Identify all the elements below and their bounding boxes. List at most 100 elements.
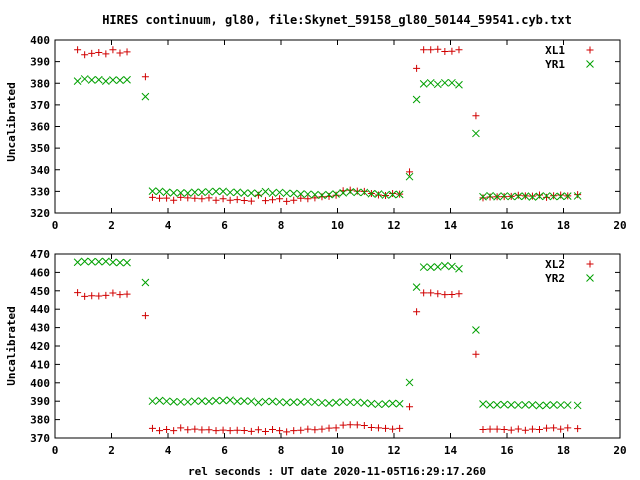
data-point [275,398,284,406]
data-point [528,425,536,433]
data-point [325,192,333,200]
data-point [318,191,326,200]
data-point [535,426,543,434]
data-point [332,424,340,432]
data-point [535,192,544,201]
data-point [191,425,199,433]
data-point [360,187,368,195]
data-point [226,427,234,435]
data-point [339,421,347,429]
data-point [190,188,199,197]
data-point [433,263,442,271]
data-point [557,191,565,199]
data-point [109,76,117,84]
data-point [102,291,110,299]
data-point [74,289,82,297]
data-point [396,424,404,432]
data-point [318,425,326,433]
data-point [550,424,558,432]
y-tick-label: 320 [30,207,50,220]
x-tick-label: 8 [278,219,285,232]
data-point [455,290,463,298]
y-tick-label: 430 [30,322,50,335]
data-point [563,192,572,200]
data-point [156,427,164,435]
y-tick-label: 390 [30,56,50,69]
data-point [233,196,241,204]
data-point [296,190,305,198]
data-point [479,426,487,434]
data-point [289,189,298,198]
data-point [296,398,305,406]
data-point [413,308,421,316]
data-point [94,257,103,266]
data-point [275,188,284,197]
data-point [311,398,319,407]
data-point [170,196,178,204]
data-point [95,292,103,300]
y-tick-label: 470 [30,248,50,261]
data-point [353,187,361,195]
data-point [94,75,103,84]
data-point [455,80,463,89]
data-point [419,263,428,271]
data-point [116,258,124,267]
data-point [198,195,206,203]
data-point [88,292,96,300]
x-tick-label: 6 [221,444,228,457]
data-point [81,51,89,59]
data-point [254,189,263,198]
data-point [177,424,185,432]
data-point [382,424,390,432]
x-tick-label: 10 [331,444,344,457]
data-point [219,187,227,196]
x-tick-label: 14 [444,444,458,457]
chart-title: HIRES continuum, gl80, file:Skynet_59158… [102,13,572,28]
data-point [420,46,428,54]
data-point [148,187,157,196]
data-point [219,396,227,405]
data-point [198,397,206,405]
data-point [374,190,383,198]
data-point [148,424,156,432]
data-point [367,399,376,408]
data-point [233,426,241,434]
data-point [163,194,171,202]
data-point [148,397,157,406]
y-tick-label: 420 [30,340,50,353]
data-point [507,401,516,409]
legend-label: YR1 [545,58,565,71]
data-point [448,262,456,271]
data-point [514,425,522,433]
data-point [486,425,494,433]
data-point [102,50,110,58]
data-point [109,289,117,297]
data-point [514,191,522,199]
top-panel: 320 330 340 350 360 370 380 390 400 0 2 4 6 8 10 12 14 16… [5,34,627,232]
data-point [346,187,355,196]
data-point [339,189,348,197]
y-axis-label: Uncalibrated [5,306,18,385]
y-tick-label: 460 [30,266,50,279]
x-tick-label: 12 [387,219,400,232]
data-point [276,195,284,203]
data-point [261,428,269,436]
data-point [212,427,220,435]
data-point [573,192,582,200]
data-point [254,398,263,407]
data-point [254,426,262,434]
data-point [550,192,558,200]
data-point [141,278,150,287]
x-tick-label: 4 [165,444,172,457]
x-tick-label: 20 [613,219,626,232]
data-point [388,190,397,199]
data-point [420,289,428,297]
data-point [282,398,291,407]
data-point [276,427,284,435]
data-point [101,77,110,85]
data-point [433,80,442,89]
data-point [346,186,354,194]
x-tick-label: 14 [444,219,458,232]
data-point [542,192,551,200]
